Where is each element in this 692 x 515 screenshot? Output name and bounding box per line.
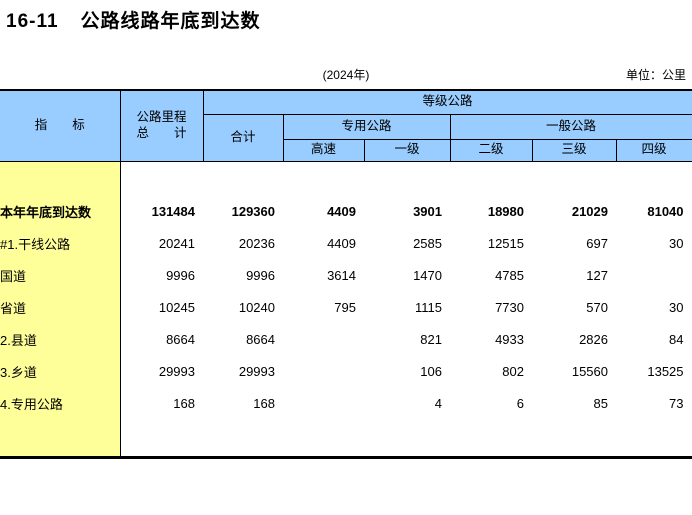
row-label: #1.干线公路	[0, 227, 121, 259]
value-cell: 12515	[487, 235, 524, 251]
value-cell: 73	[616, 387, 692, 419]
value-cell: 81040	[616, 195, 692, 227]
header-class3: 三级	[531, 138, 617, 162]
value-cell: 9996	[166, 267, 195, 283]
value-cell: 10240	[238, 299, 275, 315]
header-class1: 一级	[363, 138, 451, 162]
value-cell: 168	[253, 395, 275, 411]
header-special-roads: 专用公路	[282, 113, 451, 140]
table-row-trunk-highway: #1.干线公路 20241 20236 4409 2585 12515 697 …	[0, 227, 692, 259]
value-cell: 1115	[415, 299, 442, 315]
value-cell: 129360	[231, 203, 275, 219]
table-row-county-road: 2.县道 8664 8664 821 4933 2826 84	[0, 323, 692, 355]
value-cell	[283, 323, 364, 355]
year-note: (2024年)	[322, 68, 370, 82]
header-total-mileage-line1: 公路里程	[136, 110, 187, 125]
header-expressway: 高速	[282, 138, 365, 162]
value-cell	[283, 387, 364, 419]
table-row-special-purpose-road: 4.专用公路 168 168 4 6 85 73	[0, 387, 692, 419]
value-cell: 795	[334, 299, 356, 315]
value-cell: 570	[586, 299, 608, 315]
header-class2: 二级	[449, 138, 533, 162]
unit-note: 单位：公里	[625, 68, 686, 82]
header-class4: 四级	[615, 138, 692, 162]
value-cell: 127	[586, 267, 608, 283]
value-cell: 106	[420, 363, 442, 379]
value-cell: 131484	[151, 203, 195, 219]
value-cell: 3614	[327, 267, 356, 283]
value-cell: 4409	[327, 235, 356, 251]
value-cell: 6	[516, 395, 524, 411]
row-label: 4.专用公路	[0, 387, 121, 419]
row-label: 3.乡道	[0, 355, 121, 387]
header-total-mileage: 公路里程 总 计	[119, 89, 204, 162]
header-graded-roads: 等级公路	[202, 89, 692, 115]
value-cell: 21029	[571, 203, 608, 219]
value-cell: 10245	[158, 299, 195, 315]
table-row-year-end-total: 本年年底到达数 131484 129360 4409 3901 18980 21…	[0, 195, 692, 227]
value-cell: 18980	[487, 203, 524, 219]
header-subtotal: 合计	[202, 113, 284, 162]
value-cell: 4933	[495, 331, 524, 347]
value-cell: 8664	[166, 331, 195, 347]
value-cell: 8664	[246, 331, 275, 347]
value-cell: 30	[616, 291, 692, 323]
value-cell: 7730	[495, 299, 524, 315]
value-cell: 802	[502, 363, 524, 379]
row-label: 本年年底到达数	[0, 195, 121, 227]
value-cell: 4785	[495, 267, 524, 283]
highway-mileage-table: 指 标 公路里程 总 计 等级公路 合计 专用公路 一般公路 高速 一级 二级 …	[0, 89, 692, 459]
value-cell: 29993	[158, 363, 195, 379]
value-cell: 29993	[238, 363, 275, 379]
value-cell: 2585	[413, 235, 442, 251]
table-row-provincial-road: 省道 10245 10240 795 1115 7730 570 30	[0, 291, 692, 323]
value-cell: 821	[420, 331, 442, 347]
value-cell: 2826	[579, 331, 608, 347]
value-cell: 3901	[413, 203, 442, 219]
value-cell: 13525	[616, 355, 692, 387]
table-number: 16-11	[6, 11, 59, 32]
value-cell: 4	[434, 395, 442, 411]
row-label: 国道	[0, 259, 121, 291]
value-cell: 20241	[158, 235, 195, 251]
page-title: 16-11 公路线路年底到达数	[6, 6, 261, 33]
value-cell: 9996	[246, 267, 275, 283]
value-cell: 85	[593, 395, 608, 411]
row-label: 省道	[0, 291, 121, 323]
value-cell: 1470	[413, 267, 442, 283]
value-cell: 15560	[571, 363, 608, 379]
value-cell: 168	[173, 395, 195, 411]
table-title: 公路线路年底到达数	[80, 11, 261, 32]
value-cell	[283, 355, 364, 387]
header-general-roads: 一般公路	[449, 113, 692, 140]
header-indicator: 指 标	[0, 89, 121, 162]
value-cell: 84	[616, 323, 692, 355]
value-cell	[616, 259, 692, 291]
row-label: 2.县道	[0, 323, 121, 355]
table-row-national-road: 国道 9996 9996 3614 1470 4785 127	[0, 259, 692, 291]
header-total-mileage-line2: 总 计	[136, 125, 187, 140]
spacer-row	[0, 419, 692, 457]
spacer-row	[0, 161, 692, 195]
value-cell: 20236	[238, 235, 275, 251]
table-row-township-road: 3.乡道 29993 29993 106 802 15560 13525	[0, 355, 692, 387]
value-cell: 697	[586, 235, 608, 251]
value-cell: 30	[616, 227, 692, 259]
value-cell: 4409	[327, 203, 356, 219]
meta-row: (2024年) 单位：公里	[0, 66, 692, 84]
